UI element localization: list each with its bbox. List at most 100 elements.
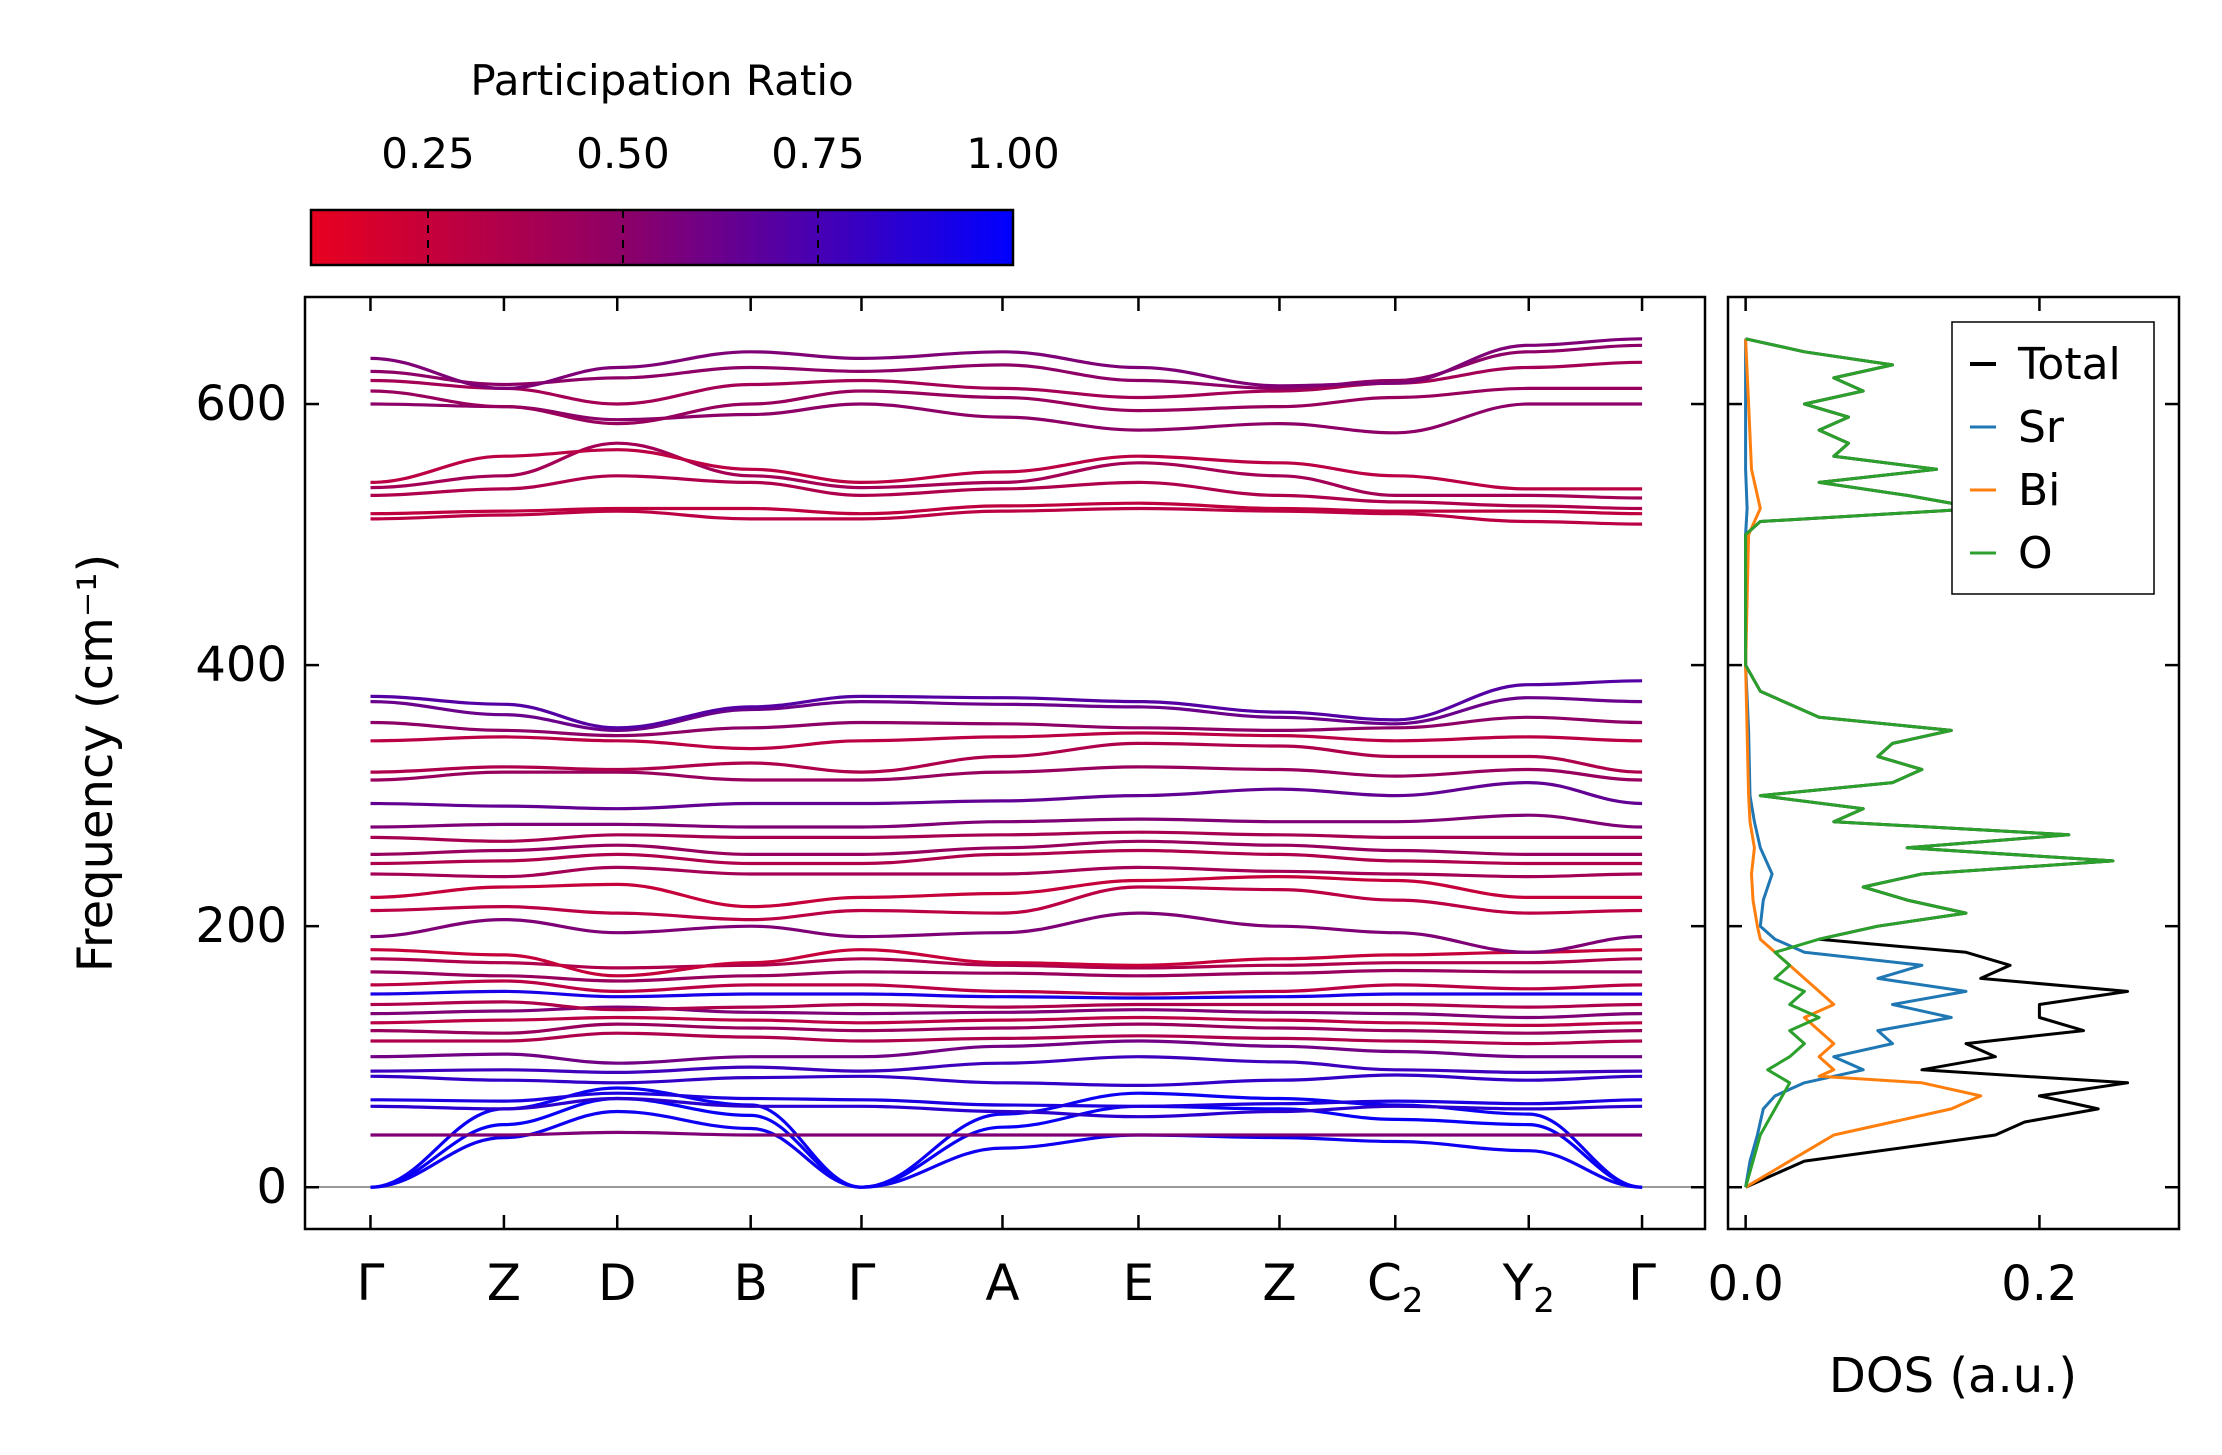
phonon-band [370,389,862,426]
x-tick-label: Γ [848,1254,876,1312]
phonon-band [370,350,862,391]
phonon-band [370,1005,862,1016]
legend-box [1951,321,2155,595]
phonon-band [370,865,862,879]
phonon-band [861,1104,1643,1189]
dos-axis-ticks: 0.0 0.2 [1707,297,2078,1312]
phonon-band [370,801,862,811]
phonon-band [370,957,862,970]
phonon-band [370,1015,862,1025]
phonon-band [861,454,1643,491]
frequency-axis-label: Frequency (cm⁻¹) [68,554,124,972]
y-tick-label: 400 [195,637,287,693]
phonon-band [370,509,862,521]
phonon-band [370,948,862,978]
phonon-band [861,848,1643,866]
phonon-band [370,1031,862,1043]
colorbar: Participation Ratio 0.25 0.50 0.75 1.00 [309,56,1060,267]
phonon-band [861,402,1643,435]
x-tick-label: Γ [1628,1254,1656,1312]
colorbar-gradient [309,208,1015,267]
x-tick-label: Z [1262,1254,1296,1312]
phonon-band [370,761,862,774]
phonon-bands [370,337,1643,1189]
phonon-band [861,501,1643,516]
phonon-band [861,715,1643,733]
phonon-band [861,461,1643,500]
phonon-band [861,968,1643,978]
phonon-band [370,822,862,829]
frequency-axis-ticks: 0 200 400 600 [195,376,2179,1215]
phonon-band [861,1133,1643,1189]
phonon-band [370,441,862,490]
dos-series-o [1744,337,2115,1188]
legend-label: Total [2017,339,2121,390]
phonon-band [370,1000,862,1012]
x-tick-label: Γ [357,1254,385,1312]
phonon-band [370,979,862,994]
phonon-band [370,1109,862,1189]
dos-axis-label: DOS (a.u.) [1829,1348,2077,1404]
phonon-band [861,1104,1643,1119]
x-tick-label: E [1123,1254,1155,1312]
phonon-band [861,741,1643,774]
x-tick-label: C2 [1367,1254,1424,1321]
dos-series-bi [1744,338,1983,1189]
y-tick-label: 0 [256,1159,287,1215]
dos-panel: 0.0 0.2 DOS (a.u.) Total Sr Bi O [1707,295,2181,1404]
dos-curves [1744,337,2130,1189]
phonon-band [861,337,1643,388]
phonon-band [861,874,1643,900]
phonon-band [861,1091,1643,1189]
phonon-band [370,770,862,782]
y-tick-label: 600 [195,376,287,432]
colorbar-tick-label: 0.25 [381,129,475,178]
phonon-band [861,765,1643,782]
phonon-band [861,506,1643,526]
phonon-band [370,917,862,939]
phonon-band [370,1096,862,1111]
phonon-band [861,911,1643,954]
legend-label: O [2018,528,2053,579]
phonon-band [370,1091,862,1103]
phonon-band [861,813,1643,829]
band-structure-panel: 0 200 400 600 Γ Z D B Γ A E Z C2 Y2 Γ Frequency (cm⁻¹… [68,295,2179,1321]
phonon-band [861,679,1643,722]
phonon-band [370,720,862,738]
phonon-band [370,852,862,866]
dos-x-tick-label: 0.2 [2001,1256,2077,1312]
phonon-band [370,904,862,922]
phonon-band [370,843,862,857]
legend: Total Sr Bi O [1951,321,2155,595]
phonon-band [861,1098,1643,1108]
phonon-band [861,1015,1643,1028]
colorbar-tick-label: 0.75 [771,129,865,178]
phonon-band [370,1086,862,1189]
phonon-band [370,735,862,751]
phonon-band [370,378,862,406]
dos-series-sr [1744,338,1968,1188]
high-symmetry-tick-marks [369,297,1644,1229]
colorbar-tick-label: 0.50 [576,129,670,178]
phonon-band [861,343,1643,391]
x-tick-label: Y2 [1502,1254,1555,1321]
phonon-band [370,448,862,484]
phonon-band [370,833,862,843]
phonon-band [861,1008,1643,1020]
phonon-band [370,694,862,730]
phonon-band [370,1052,862,1065]
x-tick-label: D [598,1254,637,1312]
y-tick-label: 200 [195,898,287,954]
phonon-band [370,989,862,999]
ylabel-text: Frequency (cm⁻¹) [68,554,124,972]
band-plot-frame [303,295,1707,1231]
phonon-band [861,1022,1643,1035]
phonon-band [861,885,1643,915]
phonon-band [370,1130,862,1137]
phonon-band [861,957,1643,970]
x-tick-label: A [985,1254,1019,1312]
phonon-band [861,386,1643,413]
phonon-band [861,480,1643,511]
legend-label: Bi [2018,465,2060,516]
